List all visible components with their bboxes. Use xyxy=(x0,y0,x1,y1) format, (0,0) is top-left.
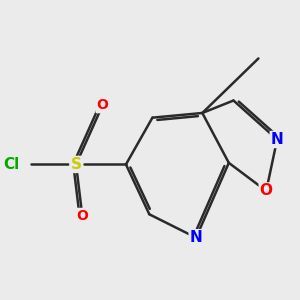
Text: O: O xyxy=(260,183,273,198)
Text: N: N xyxy=(190,230,202,245)
Text: N: N xyxy=(271,132,284,147)
Text: O: O xyxy=(76,209,88,223)
Text: S: S xyxy=(70,157,82,172)
Text: Cl: Cl xyxy=(4,157,20,172)
Text: O: O xyxy=(97,98,109,112)
